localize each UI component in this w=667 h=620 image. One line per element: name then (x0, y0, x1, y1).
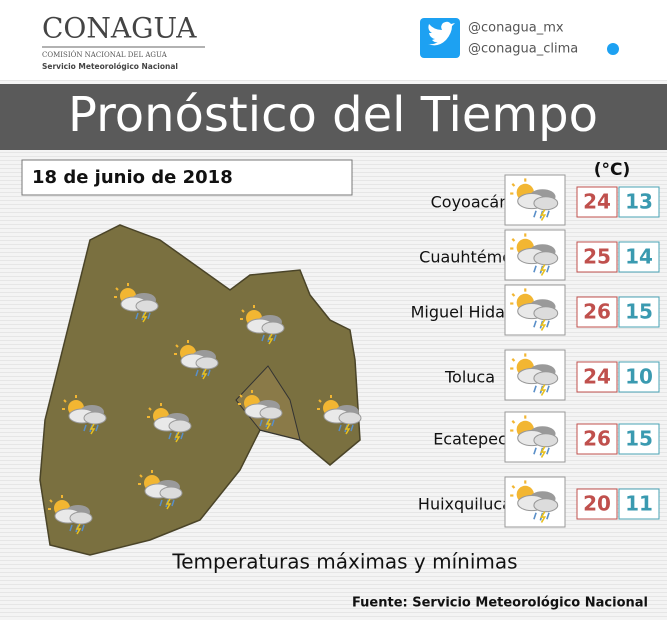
min-box (618, 488, 660, 520)
city-name: Cuauhtémoc (419, 248, 521, 267)
title: Pronóstico del Tiempo (68, 87, 598, 143)
unit: (°C) (594, 160, 631, 180)
city-list: Coyoacán 24 13 Cuauhtémoc 25 14 Miguel Hidalgo… (411, 174, 660, 528)
city-name: Toluca (444, 368, 495, 387)
max-temp: 26 (583, 300, 611, 324)
title-banner (0, 84, 667, 150)
min-temp: 10 (625, 365, 653, 389)
min-box (618, 241, 660, 273)
header-bg (0, 0, 667, 80)
max-temp: 25 (583, 245, 611, 269)
city-name: Huixquilucan (418, 495, 522, 514)
min-box (618, 423, 660, 455)
min-box (618, 186, 660, 218)
min-temp: 11 (625, 492, 653, 516)
max-box (576, 296, 618, 328)
min-box (618, 361, 660, 393)
date-box (21, 159, 353, 196)
logo-service: Servicio Meteorológico Nacional (42, 62, 178, 71)
max-temp: 20 (583, 492, 611, 516)
min-temp: 13 (625, 190, 653, 214)
max-box (576, 488, 618, 520)
max-temp: 26 (583, 427, 611, 451)
min-temp: 15 (625, 427, 653, 451)
max-temp: 24 (583, 190, 611, 214)
min-temp: 15 (625, 300, 653, 324)
verified (607, 43, 619, 55)
date: 18 de junio de 2018 (32, 167, 233, 188)
max-box (576, 361, 618, 393)
logo-sub: COMISIÓN NACIONAL DEL AGUA (42, 50, 168, 59)
twitter-bird (428, 21, 455, 46)
max-box (576, 241, 618, 273)
handle: @conagua_clima (468, 42, 578, 57)
city-name: Miguel Hidalgo (411, 303, 530, 322)
source: Fuente: Servicio Meteorológico Nacional (352, 596, 648, 611)
max-box (576, 423, 618, 455)
city-name: Ecatepec (433, 430, 507, 449)
logo: CONAGUA (42, 12, 197, 45)
handle: @conagua_mx (468, 21, 564, 36)
subtitle: Temperaturas máximas y mínimas (171, 550, 517, 574)
city-name: Coyoacán (431, 193, 510, 212)
map (39, 224, 361, 556)
max-temp: 24 (583, 365, 611, 389)
min-box (618, 296, 660, 328)
max-box (576, 186, 618, 218)
min-temp: 14 (625, 245, 653, 269)
